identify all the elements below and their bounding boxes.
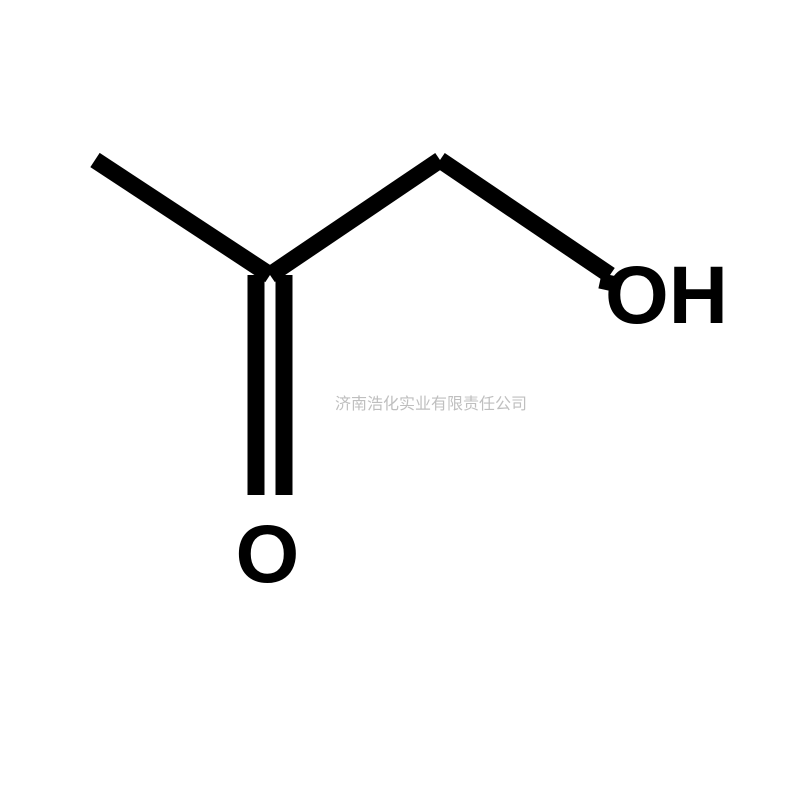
molecule-canvas: O OH 济南浩化实业有限责任公司 xyxy=(0,0,800,800)
watermark-text: 济南浩化实业有限责任公司 xyxy=(335,397,527,413)
atom-label-oxygen-ketone: O xyxy=(236,514,300,596)
atom-label-hydroxyl: OH xyxy=(605,255,728,337)
